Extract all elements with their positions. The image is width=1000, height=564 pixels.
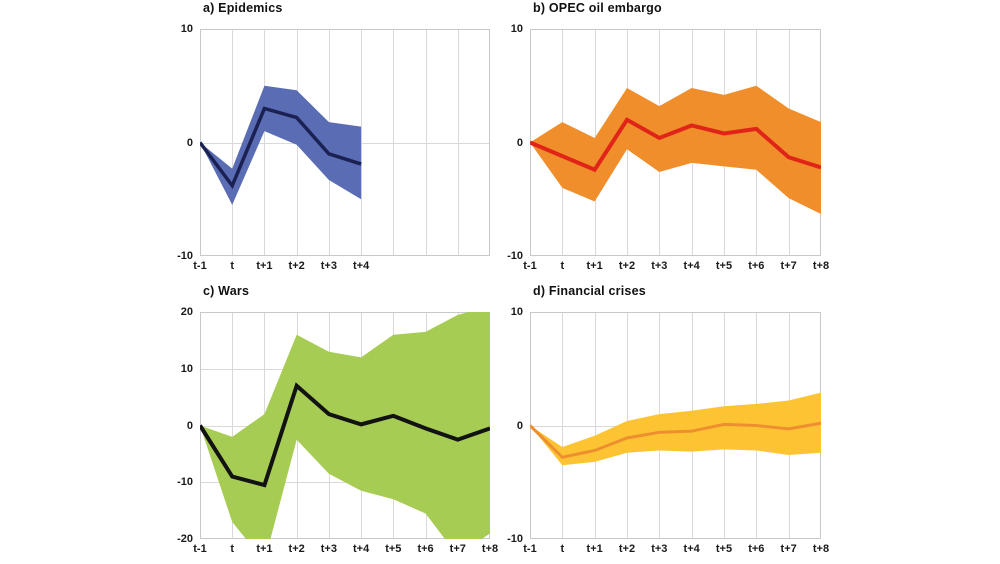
confidence-band (530, 85, 821, 215)
x-tick-label: t (560, 260, 565, 272)
x-tick-label: t+2 (288, 543, 305, 555)
epidemics-plot-area (200, 29, 490, 256)
x-tick-label: t+5 (715, 260, 733, 272)
x-tick-label: t+1 (586, 543, 603, 555)
x-tick-label: t+3 (320, 260, 337, 272)
x-tick-label: t+1 (586, 260, 603, 272)
y-tick-label: 0 (186, 419, 193, 432)
x-tick-label: t+3 (651, 260, 668, 272)
x-tick-label: t+4 (353, 543, 370, 555)
confidence-band (200, 85, 362, 205)
y-tick-label: 0 (186, 136, 193, 149)
y-tick-label: -10 (177, 250, 193, 262)
x-tick-label: t+4 (683, 260, 700, 272)
x-tick-label: t (230, 260, 235, 272)
y-tick-label: -10 (177, 476, 193, 489)
mean-line (530, 421, 821, 459)
y-tick-label: 10 (180, 362, 193, 375)
x-tick-label: t+8 (812, 260, 830, 272)
panel-title: d) Financial crises (533, 284, 646, 298)
y-tick-label: 10 (180, 23, 193, 35)
mean-line (200, 382, 490, 488)
x-tick-label: t+1 (256, 543, 273, 555)
panel-wars: c) Wars 20 10 0 -10 -20 t-1 t t+1 t+2 t+3 t+4 t+5 t+… (155, 284, 500, 560)
x-tick-label: t-1 (193, 543, 207, 555)
x-tick-label: t+2 (618, 260, 636, 272)
x-tick-label: t+6 (748, 260, 765, 272)
panel-epidemics: a) Epidemics 10 0 -10 t-1 t t+1 t+2 t+3 t+4 (155, 1, 500, 277)
panel-title: b) OPEC oil embargo (533, 1, 662, 15)
panel-financial-crises: d) Financial crises 10 0 -10 t-1 t t+1 t+2 t+3 t… (485, 284, 831, 560)
panel-opec-oil-embargo: b) OPEC oil embargo 10 0 -10 t-1 t t+1 t+2 t+3 t… (485, 1, 831, 277)
financial-crises-plot-area (530, 312, 821, 539)
y-tick-label: -10 (507, 250, 523, 262)
x-tick-label: t+4 (353, 260, 370, 272)
x-tick-label: t-1 (523, 260, 537, 272)
x-tick-label: t+7 (780, 260, 797, 272)
y-tick-label: 0 (516, 419, 523, 432)
x-tick-label: t+4 (683, 543, 700, 555)
x-tick-label: t+8 (812, 543, 830, 555)
x-tick-label: t (230, 543, 235, 555)
x-tick-label: t+8 (481, 543, 499, 555)
x-tick-label: t (560, 543, 565, 555)
x-tick-label: t+6 (417, 543, 434, 555)
y-tick-label: -20 (177, 533, 193, 545)
y-tick-label: 10 (510, 306, 523, 318)
y-tick-label: 0 (516, 136, 523, 149)
x-tick-label: t+2 (618, 543, 636, 555)
x-tick-label: t-1 (523, 543, 537, 555)
panel-title: c) Wars (203, 284, 250, 298)
wars-plot-area (200, 312, 490, 539)
y-tick-label: 20 (180, 306, 193, 318)
x-tick-label: t+3 (651, 543, 668, 555)
panel-title: a) Epidemics (203, 1, 283, 15)
x-tick-label: t+7 (780, 543, 797, 555)
y-tick-label: 10 (510, 23, 523, 35)
x-tick-label: t+1 (256, 260, 273, 272)
y-tick-label: -10 (507, 533, 523, 545)
x-tick-label: t+5 (385, 543, 402, 555)
x-tick-label: t+7 (449, 543, 466, 555)
x-tick-label: t-1 (193, 260, 207, 272)
x-tick-label: t+3 (320, 543, 337, 555)
x-tick-label: t+6 (748, 543, 765, 555)
x-tick-label: t+2 (288, 260, 305, 272)
opec-plot-area (530, 29, 821, 256)
confidence-band (200, 312, 490, 539)
x-tick-label: t+5 (715, 543, 733, 555)
mean-line (200, 106, 362, 190)
mean-line (530, 117, 821, 173)
